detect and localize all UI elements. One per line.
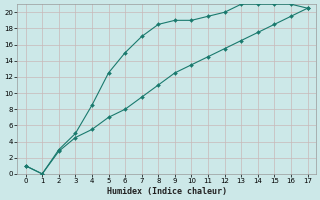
X-axis label: Humidex (Indice chaleur): Humidex (Indice chaleur)	[107, 187, 227, 196]
